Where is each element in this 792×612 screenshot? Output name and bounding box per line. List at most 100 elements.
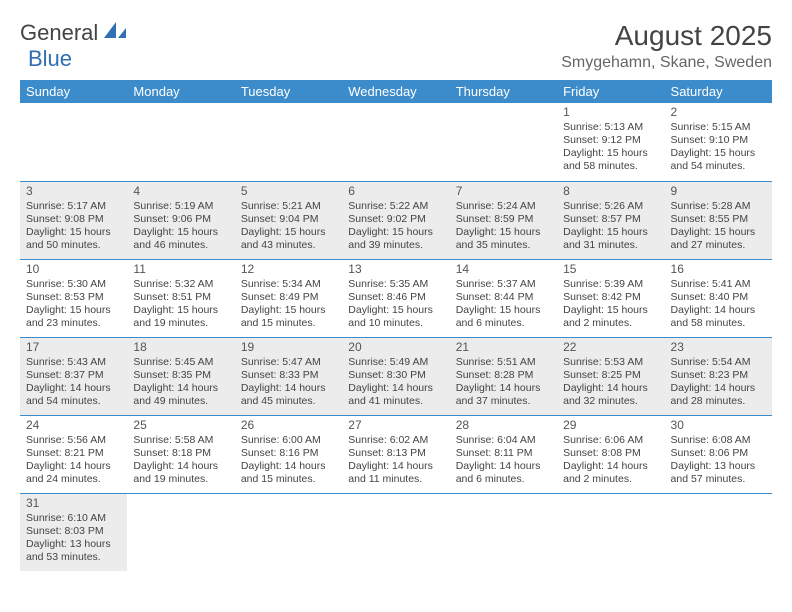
sunset-text: Sunset: 8:11 PM xyxy=(456,447,551,460)
sunset-text: Sunset: 8:33 PM xyxy=(241,369,336,382)
weekday-header: Wednesday xyxy=(342,80,449,103)
sunset-text: Sunset: 8:49 PM xyxy=(241,291,336,304)
day-number: 23 xyxy=(671,340,766,355)
sunset-text: Sunset: 8:28 PM xyxy=(456,369,551,382)
sunrise-text: Sunrise: 5:19 AM xyxy=(133,200,228,213)
daylight-text: Daylight: 15 hours and 10 minutes. xyxy=(348,304,443,330)
sunrise-text: Sunrise: 5:32 AM xyxy=(133,278,228,291)
sunrise-text: Sunrise: 6:06 AM xyxy=(563,434,658,447)
day-number: 4 xyxy=(133,184,228,199)
sunrise-text: Sunrise: 5:22 AM xyxy=(348,200,443,213)
calendar-day-cell: 17Sunrise: 5:43 AMSunset: 8:37 PMDayligh… xyxy=(20,337,127,415)
calendar-day-cell: 31Sunrise: 6:10 AMSunset: 8:03 PMDayligh… xyxy=(20,493,127,571)
daylight-text: Daylight: 15 hours and 43 minutes. xyxy=(241,226,336,252)
sunset-text: Sunset: 8:21 PM xyxy=(26,447,121,460)
daylight-text: Daylight: 14 hours and 49 minutes. xyxy=(133,382,228,408)
calendar-day-cell: 27Sunrise: 6:02 AMSunset: 8:13 PMDayligh… xyxy=(342,415,449,493)
sunrise-text: Sunrise: 6:10 AM xyxy=(26,512,121,525)
daylight-text: Daylight: 15 hours and 23 minutes. xyxy=(26,304,121,330)
day-number: 18 xyxy=(133,340,228,355)
day-number: 16 xyxy=(671,262,766,277)
sunset-text: Sunset: 8:25 PM xyxy=(563,369,658,382)
calendar-day-cell xyxy=(342,103,449,181)
daylight-text: Daylight: 15 hours and 27 minutes. xyxy=(671,226,766,252)
sunset-text: Sunset: 8:42 PM xyxy=(563,291,658,304)
day-number: 8 xyxy=(563,184,658,199)
sunset-text: Sunset: 9:10 PM xyxy=(671,134,766,147)
day-number: 24 xyxy=(26,418,121,433)
calendar-day-cell: 26Sunrise: 6:00 AMSunset: 8:16 PMDayligh… xyxy=(235,415,342,493)
sunrise-text: Sunrise: 5:24 AM xyxy=(456,200,551,213)
daylight-text: Daylight: 14 hours and 58 minutes. xyxy=(671,304,766,330)
sunrise-text: Sunrise: 5:13 AM xyxy=(563,121,658,134)
sunrise-text: Sunrise: 5:53 AM xyxy=(563,356,658,369)
sunrise-text: Sunrise: 5:15 AM xyxy=(671,121,766,134)
sunset-text: Sunset: 8:16 PM xyxy=(241,447,336,460)
day-number: 13 xyxy=(348,262,443,277)
sunset-text: Sunset: 9:02 PM xyxy=(348,213,443,226)
daylight-text: Daylight: 14 hours and 19 minutes. xyxy=(133,460,228,486)
title-block: August 2025 Smygehamn, Skane, Sweden xyxy=(561,20,772,72)
sunset-text: Sunset: 8:03 PM xyxy=(26,525,121,538)
calendar-day-cell: 10Sunrise: 5:30 AMSunset: 8:53 PMDayligh… xyxy=(20,259,127,337)
calendar-day-cell: 2Sunrise: 5:15 AMSunset: 9:10 PMDaylight… xyxy=(665,103,772,181)
day-number: 3 xyxy=(26,184,121,199)
daylight-text: Daylight: 15 hours and 19 minutes. xyxy=(133,304,228,330)
day-number: 19 xyxy=(241,340,336,355)
daylight-text: Daylight: 15 hours and 39 minutes. xyxy=(348,226,443,252)
calendar-day-cell: 29Sunrise: 6:06 AMSunset: 8:08 PMDayligh… xyxy=(557,415,664,493)
day-number: 11 xyxy=(133,262,228,277)
sunset-text: Sunset: 8:44 PM xyxy=(456,291,551,304)
sunrise-text: Sunrise: 5:56 AM xyxy=(26,434,121,447)
sunset-text: Sunset: 8:06 PM xyxy=(671,447,766,460)
sunrise-text: Sunrise: 5:30 AM xyxy=(26,278,121,291)
sunrise-text: Sunrise: 5:51 AM xyxy=(456,356,551,369)
day-number: 27 xyxy=(348,418,443,433)
sunrise-text: Sunrise: 5:58 AM xyxy=(133,434,228,447)
sunset-text: Sunset: 8:53 PM xyxy=(26,291,121,304)
calendar-day-cell: 5Sunrise: 5:21 AMSunset: 9:04 PMDaylight… xyxy=(235,181,342,259)
sail-icon xyxy=(102,20,128,40)
sunset-text: Sunset: 9:08 PM xyxy=(26,213,121,226)
daylight-text: Daylight: 14 hours and 6 minutes. xyxy=(456,460,551,486)
calendar-day-cell: 16Sunrise: 5:41 AMSunset: 8:40 PMDayligh… xyxy=(665,259,772,337)
calendar-day-cell xyxy=(235,493,342,571)
weekday-header: Saturday xyxy=(665,80,772,103)
sunset-text: Sunset: 8:37 PM xyxy=(26,369,121,382)
daylight-text: Daylight: 14 hours and 37 minutes. xyxy=(456,382,551,408)
calendar-day-cell: 25Sunrise: 5:58 AMSunset: 8:18 PMDayligh… xyxy=(127,415,234,493)
calendar-day-cell: 8Sunrise: 5:26 AMSunset: 8:57 PMDaylight… xyxy=(557,181,664,259)
location-text: Smygehamn, Skane, Sweden xyxy=(561,54,772,72)
calendar-day-cell: 12Sunrise: 5:34 AMSunset: 8:49 PMDayligh… xyxy=(235,259,342,337)
calendar-day-cell: 23Sunrise: 5:54 AMSunset: 8:23 PMDayligh… xyxy=(665,337,772,415)
weekday-header-row: Sunday Monday Tuesday Wednesday Thursday… xyxy=(20,80,772,103)
daylight-text: Daylight: 15 hours and 2 minutes. xyxy=(563,304,658,330)
day-number: 31 xyxy=(26,496,121,511)
daylight-text: Daylight: 14 hours and 41 minutes. xyxy=(348,382,443,408)
calendar-day-cell: 30Sunrise: 6:08 AMSunset: 8:06 PMDayligh… xyxy=(665,415,772,493)
sunrise-text: Sunrise: 5:45 AM xyxy=(133,356,228,369)
weekday-header: Thursday xyxy=(450,80,557,103)
calendar-day-cell: 6Sunrise: 5:22 AMSunset: 9:02 PMDaylight… xyxy=(342,181,449,259)
calendar-day-cell: 9Sunrise: 5:28 AMSunset: 8:55 PMDaylight… xyxy=(665,181,772,259)
sunrise-text: Sunrise: 6:00 AM xyxy=(241,434,336,447)
sunrise-text: Sunrise: 5:21 AM xyxy=(241,200,336,213)
daylight-text: Daylight: 14 hours and 15 minutes. xyxy=(241,460,336,486)
day-number: 21 xyxy=(456,340,551,355)
weekday-header: Friday xyxy=(557,80,664,103)
calendar-week-row: 24Sunrise: 5:56 AMSunset: 8:21 PM Dayligh… xyxy=(20,415,772,493)
calendar-day-cell: 7Sunrise: 5:24 AMSunset: 8:59 PMDaylight… xyxy=(450,181,557,259)
brand-logo: General xyxy=(20,20,128,46)
calendar-week-row: 31Sunrise: 6:10 AMSunset: 8:03 PMDayligh… xyxy=(20,493,772,571)
daylight-text: Daylight: 14 hours and 54 minutes. xyxy=(26,382,121,408)
calendar-day-cell xyxy=(127,103,234,181)
sunset-text: Sunset: 8:46 PM xyxy=(348,291,443,304)
day-number: 7 xyxy=(456,184,551,199)
calendar-day-cell xyxy=(450,103,557,181)
sunset-text: Sunset: 8:18 PM xyxy=(133,447,228,460)
daylight-text: Daylight: 14 hours and 32 minutes. xyxy=(563,382,658,408)
day-number: 6 xyxy=(348,184,443,199)
page-header: General August 2025 Smygehamn, Skane, Sw… xyxy=(20,20,772,72)
daylight-text: Daylight: 15 hours and 6 minutes. xyxy=(456,304,551,330)
calendar-day-cell: 22Sunrise: 5:53 AMSunset: 8:25 PMDayligh… xyxy=(557,337,664,415)
